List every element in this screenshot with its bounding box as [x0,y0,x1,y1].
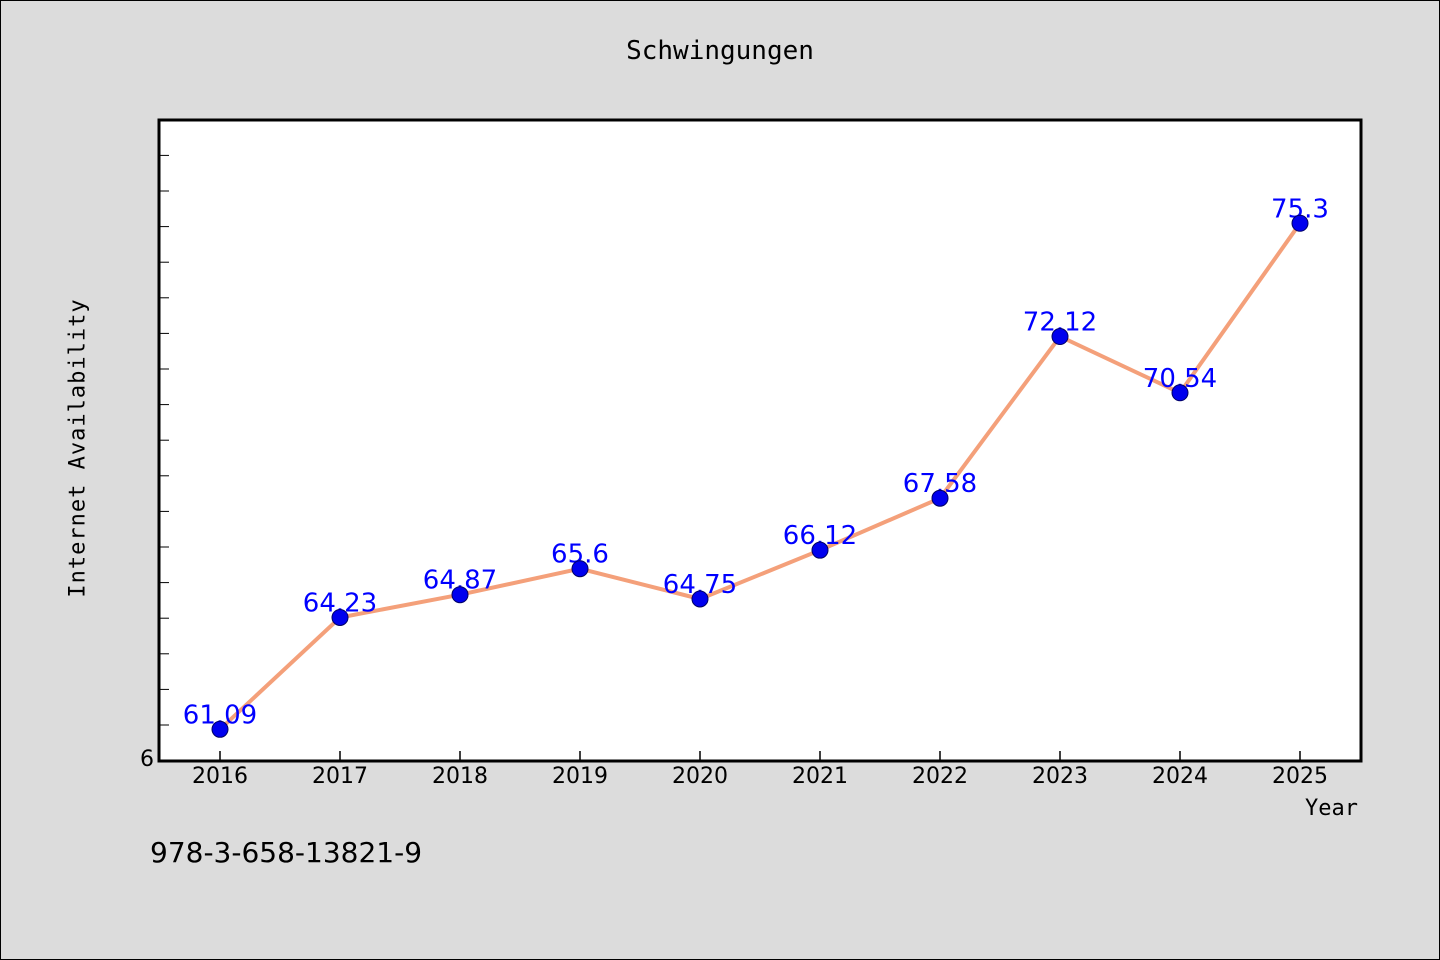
x-tick-label: 2025 [1272,764,1328,789]
x-tick-label: 2018 [432,764,488,789]
data-point [571,560,589,578]
plot-area [157,118,1363,763]
x-tick-label: 2022 [912,764,968,789]
data-point [211,720,229,738]
data-point [331,608,349,626]
isbn-text: 978-3-658-13821-9 [150,836,423,869]
x-tick-label: 2023 [1032,764,1088,789]
x-tick-label: 2016 [192,764,248,789]
data-point [451,586,469,604]
x-tick-label: 2019 [552,764,608,789]
data-point [1051,328,1069,346]
data-point [931,489,949,507]
chart-title: Schwingungen [626,36,814,66]
y-ticks: 6 [140,154,169,772]
data-labels: 61.0964.2364.8765.664.7566.1267.5872.127… [183,194,1329,730]
x-tick-label: 2020 [672,764,728,789]
data-point [811,541,829,559]
y-tick-label: 6 [140,747,154,772]
x-tick-label: 2017 [312,764,368,789]
x-tick-label: 2024 [1152,764,1208,789]
x-ticks: 2016 2017 2018 2019 2020 2021 2022 2023 2024 2025 [192,751,1328,789]
data-point [691,590,709,608]
data-point [1291,214,1309,232]
data-point [1171,384,1189,402]
series-line [218,222,1302,731]
x-tick-label: 2021 [792,764,848,789]
x-axis-label: Year [1305,796,1358,821]
data-markers [211,214,1309,738]
